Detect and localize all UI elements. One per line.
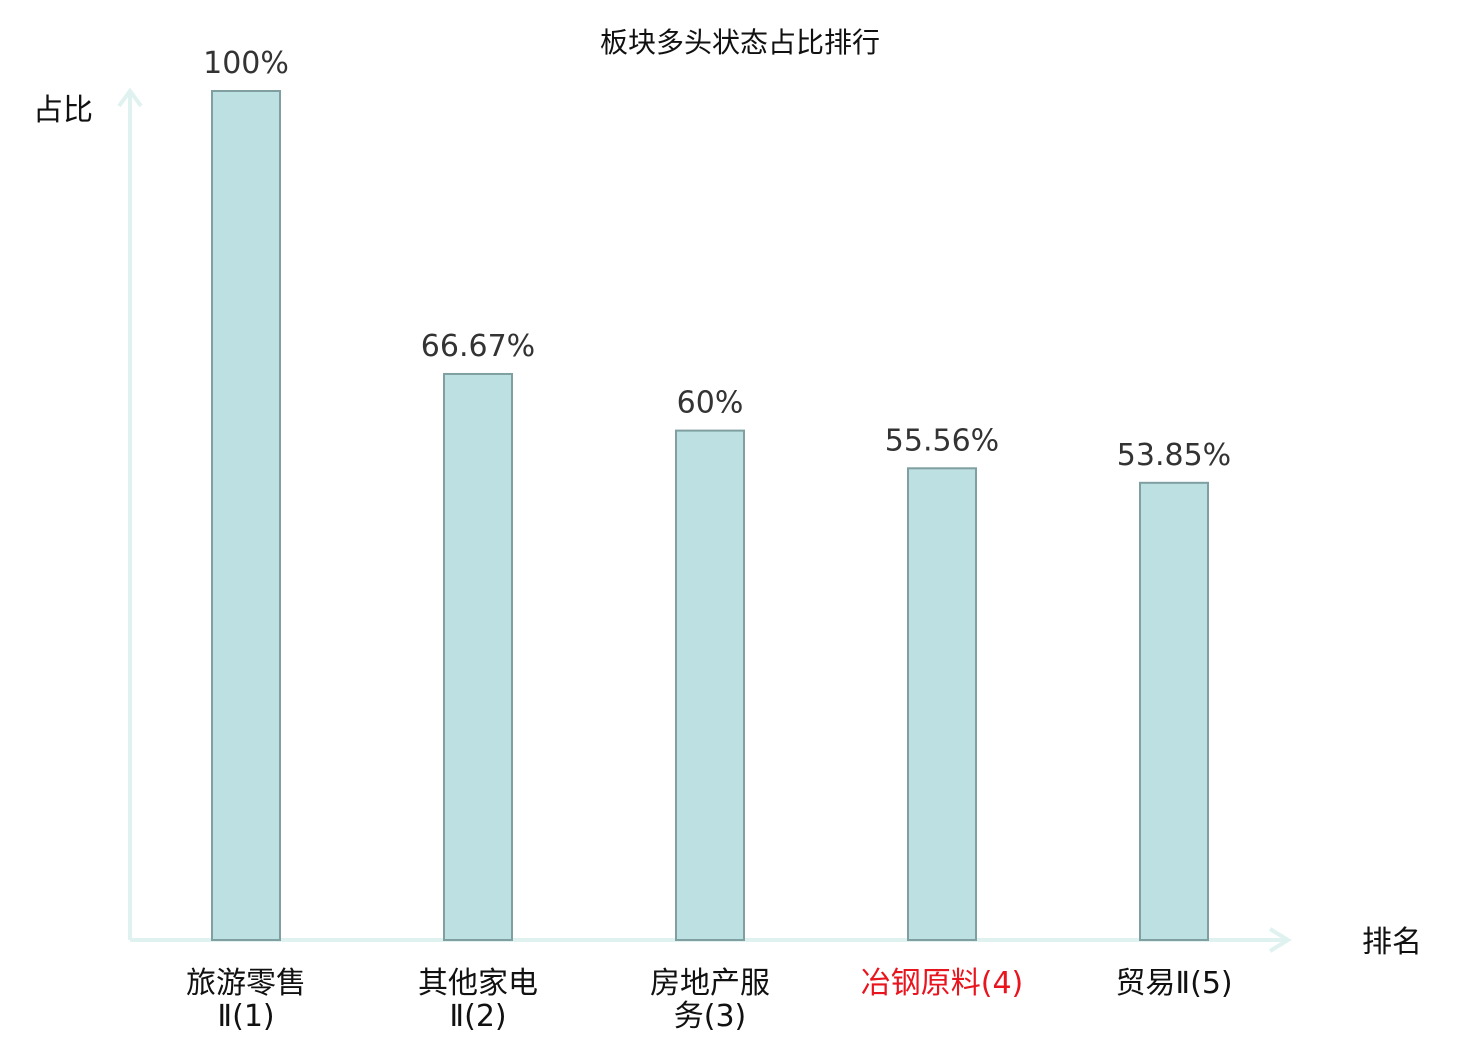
tick-label-1-line-1: 旅游零售: [186, 966, 306, 1001]
x-axis-arrow: [1268, 927, 1292, 953]
tick-label-2: 其他家电 Ⅱ(2): [418, 966, 538, 1034]
data-label-4: 55.56%: [885, 423, 999, 458]
tick-label-5: 贸易Ⅱ(5): [1115, 966, 1232, 1001]
tick-label-3-line-1: 房地产服: [650, 966, 770, 1001]
y-axis-label: 占比: [33, 93, 93, 128]
tick-label-4-line-1: 冶钢原料(4): [861, 966, 1024, 1001]
bar-5: [1139, 481, 1209, 941]
bars-group: 100% 旅游零售 Ⅱ(1) 66.67% 其他家电 Ⅱ(2) 60% 房地产服务(3) 55.…: [186, 46, 1233, 1034]
data-label-3: 60%: [677, 386, 744, 421]
data-label-1: 100%: [203, 46, 289, 81]
bar-2: [443, 372, 513, 942]
data-label-5: 53.85%: [1117, 438, 1231, 473]
bar-1: [211, 90, 281, 941]
y-axis-arrow: [117, 87, 143, 108]
tick-label-4: 冶钢原料(4): [861, 966, 1024, 1001]
tick-label-5-line-1: 贸易Ⅱ(5): [1115, 966, 1232, 1001]
tick-label-1: 旅游零售 Ⅱ(1): [186, 966, 306, 1034]
tick-label-2-line-2: Ⅱ(2): [449, 999, 506, 1034]
tick-label-2-line-1: 其他家电: [418, 966, 538, 1001]
x-axis-label: 排名: [1362, 925, 1422, 960]
chart-title: 板块多头状态占比排行: [600, 26, 880, 59]
bar-3: [675, 429, 745, 941]
tick-label-1-line-2: Ⅱ(1): [217, 999, 274, 1034]
tick-label-3-line-2: 务(3): [674, 999, 747, 1034]
tick-label-3: 房地产服务(3): [650, 966, 770, 1034]
bar-4: [907, 467, 977, 941]
data-label-2: 66.67%: [421, 329, 535, 364]
